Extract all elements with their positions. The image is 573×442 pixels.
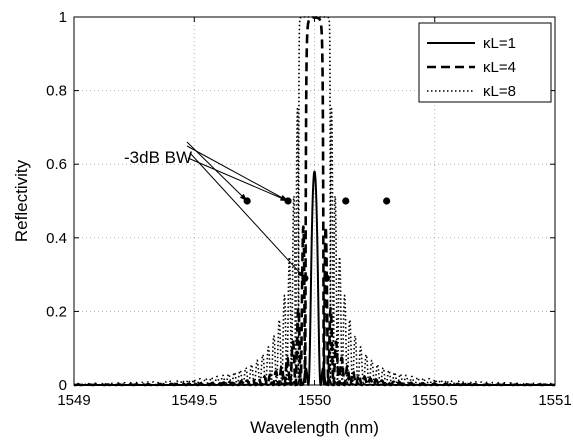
x-tick-label: 1550 bbox=[298, 392, 331, 409]
x-tick-label: 1550.5 bbox=[412, 392, 458, 409]
annotation-arrowhead bbox=[239, 193, 248, 201]
x-tick-label: 1549 bbox=[57, 392, 90, 409]
annotation-arrow bbox=[189, 152, 306, 279]
legend: κL=1 κL=4 κL=8 bbox=[418, 22, 552, 103]
annotation-arrow bbox=[186, 145, 289, 202]
y-tick-label: 0.6 bbox=[46, 156, 67, 173]
y-tick-label: 0.4 bbox=[46, 230, 67, 247]
x-axis-label: Wavelength (nm) bbox=[250, 418, 379, 437]
x-tick-label: 1549.5 bbox=[171, 392, 217, 409]
legend-label-4: κL=4 bbox=[483, 59, 516, 76]
annotation-arrowhead bbox=[297, 270, 305, 279]
y-axis-label: Reflectivity bbox=[12, 159, 31, 242]
y-tick-label: 0.2 bbox=[46, 303, 67, 320]
bw-marker-8 bbox=[383, 197, 391, 205]
bw-marker-4 bbox=[342, 197, 350, 205]
axis-ticks: 1549 1549.5 1550 1550.5 1551 0 0.2 0.4 0.6 0.8 1 bbox=[46, 9, 572, 409]
legend-label-1: κL=1 bbox=[483, 35, 516, 52]
annotation-text: -3dB BW bbox=[124, 148, 192, 167]
y-tick-label: 0 bbox=[59, 377, 67, 394]
x-tick-label: 1551 bbox=[538, 392, 571, 409]
legend-box bbox=[418, 22, 552, 103]
annotation-arrowhead bbox=[280, 195, 288, 201]
annotation-arrow bbox=[187, 157, 289, 202]
y-tick-label: 1 bbox=[59, 9, 67, 26]
legend-label-8: κL=8 bbox=[483, 83, 516, 100]
series-line-1 bbox=[73, 170, 556, 386]
grid-lines bbox=[74, 17, 555, 385]
y-tick-label: 0.8 bbox=[46, 83, 67, 100]
annotation: -3dB BW bbox=[124, 141, 306, 279]
bw-marker-1 bbox=[322, 274, 331, 282]
